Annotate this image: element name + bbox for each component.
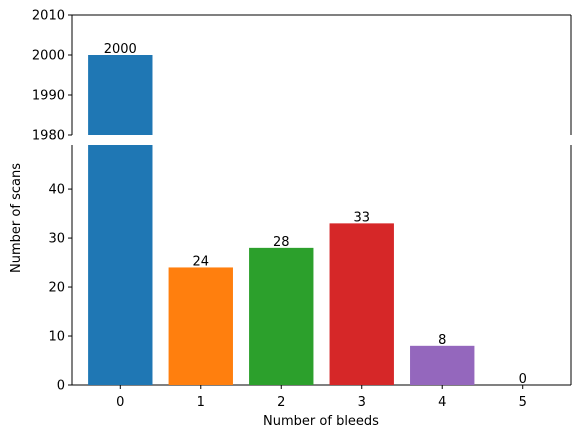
bars-group: [88, 55, 475, 385]
data-labels-group: 2000 24 28 33 8 0: [104, 42, 527, 387]
bar-2: [249, 247, 314, 385]
upper-axes-panel: 1980 1990 2000 2010: [32, 9, 572, 144]
upper-y-tick-label: 1990: [32, 89, 65, 104]
x-tick-label: 5: [519, 395, 527, 410]
lower-y-tick-label: 20: [48, 281, 65, 296]
lower-y-tick-label: 40: [48, 183, 65, 198]
upper-y-tick-label: 1980: [32, 129, 65, 144]
x-tick-label: 4: [438, 395, 446, 410]
lower-y-tick-label: 0: [57, 379, 65, 394]
bar-0: [88, 145, 153, 385]
upper-y-tick-label: 2010: [32, 9, 65, 24]
data-label: 0: [519, 372, 527, 387]
bar-3: [329, 223, 394, 385]
y-axis-label: Number of scans: [9, 163, 24, 273]
data-label: 24: [193, 254, 210, 269]
data-label: 8: [438, 333, 446, 348]
lower-y-tick-label: 30: [48, 232, 65, 247]
lower-y-tick-label: 10: [48, 330, 65, 345]
x-tick-label: 1: [197, 395, 205, 410]
upper-y-tick-label: 2000: [32, 49, 65, 64]
bar-4: [410, 345, 475, 385]
lower-axes-panel: 0 10 20 30 40 0 1 2 3 4 5: [48, 145, 572, 410]
data-label: 2000: [104, 42, 137, 57]
bar-upper-0: [88, 55, 153, 135]
x-tick-label: 3: [358, 395, 366, 410]
bar-1: [168, 267, 233, 385]
data-label: 33: [353, 210, 370, 225]
x-tick-label: 0: [116, 395, 124, 410]
data-label: 28: [273, 235, 290, 250]
x-axis-label: Number of bleeds: [263, 414, 379, 429]
x-tick-label: 2: [277, 395, 285, 410]
